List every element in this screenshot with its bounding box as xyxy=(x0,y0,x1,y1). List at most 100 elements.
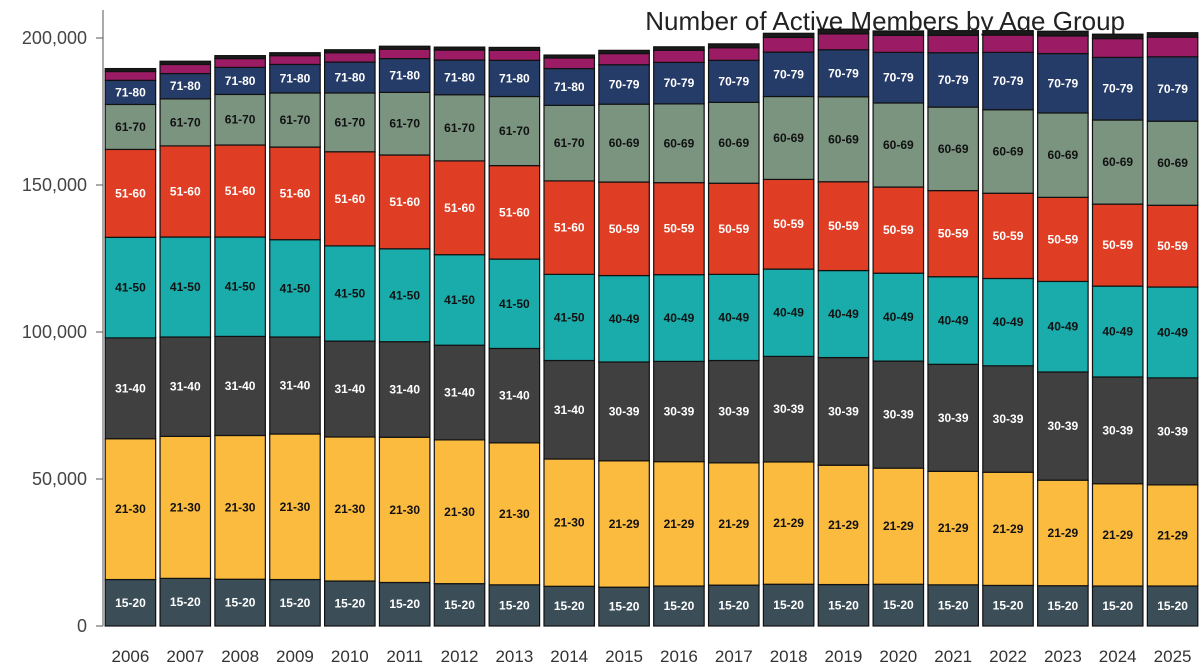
segment-label: 21-29 xyxy=(609,517,640,531)
bar-segment xyxy=(269,63,321,94)
bar-segment xyxy=(707,47,760,61)
segment-label: 60-69 xyxy=(609,136,640,150)
segment-label: 30-39 xyxy=(609,404,640,418)
bar-segment xyxy=(707,182,760,275)
bar-segment xyxy=(927,52,980,108)
bar-segment xyxy=(653,274,705,363)
bar-segment xyxy=(653,46,705,51)
x-tick-label: 2018 xyxy=(770,647,808,666)
bar-segment xyxy=(927,34,980,54)
bar-segment xyxy=(159,577,212,627)
segment-label: 15-20 xyxy=(828,598,859,612)
segment-label: 71-80 xyxy=(499,71,530,85)
segment-label: 21-29 xyxy=(664,517,695,531)
bar-segment xyxy=(1091,33,1144,40)
bar-segment xyxy=(762,583,815,627)
segment-label: 50-59 xyxy=(1157,239,1188,253)
x-tick-label: 2021 xyxy=(934,647,972,666)
bar-segment xyxy=(598,586,650,627)
segment-label: 60-69 xyxy=(1157,156,1188,170)
segment-label: 30-39 xyxy=(883,408,914,422)
bar-segment xyxy=(817,464,870,586)
segment-label: 30-39 xyxy=(773,402,804,416)
bar-segment xyxy=(982,471,1034,587)
segment-label: 15-20 xyxy=(718,599,749,613)
x-tick-label: 2013 xyxy=(495,647,533,666)
bar-segment xyxy=(104,70,157,81)
segment-label: 60-69 xyxy=(1102,155,1133,169)
bar-segment xyxy=(1091,285,1144,378)
bar-segment xyxy=(214,57,266,69)
segment-label: 15-20 xyxy=(664,599,695,613)
y-axis: 0 50,000 100,000 150,000 200,000 xyxy=(22,10,104,636)
bar-segment xyxy=(817,269,870,359)
segment-label: 41-50 xyxy=(554,310,585,324)
bar-segment xyxy=(214,236,266,338)
x-tick-label: 2007 xyxy=(166,647,204,666)
bar-segment xyxy=(543,57,596,70)
bar-segment xyxy=(214,55,266,60)
segment-label: 60-69 xyxy=(1048,148,1079,162)
bar-segment xyxy=(433,46,486,51)
bar-segment xyxy=(872,30,925,36)
bar-segment xyxy=(378,48,431,60)
bar-segment xyxy=(378,436,431,584)
segment-label: 71-80 xyxy=(280,72,311,86)
bar-segment xyxy=(1037,479,1089,587)
segment-label: 71-80 xyxy=(444,70,475,84)
segment-label: 21-30 xyxy=(334,502,365,516)
segment-label: 61-70 xyxy=(170,115,201,129)
bar-segment xyxy=(323,92,376,153)
segment-label: 50-59 xyxy=(773,217,804,231)
bar-segment xyxy=(982,30,1034,36)
segment-label: 31-40 xyxy=(170,380,201,394)
segment-label: 61-70 xyxy=(115,120,146,134)
segment-label: 30-39 xyxy=(718,405,749,419)
segment-label: 21-29 xyxy=(828,518,859,532)
segment-label: 15-20 xyxy=(280,596,311,610)
bar-segment xyxy=(762,95,815,181)
segment-label: 21-30 xyxy=(225,500,256,514)
segment-label: 50-59 xyxy=(609,222,640,236)
segment-label: 51-60 xyxy=(225,184,256,198)
x-tick-label: 2008 xyxy=(221,647,259,666)
segment-label: 51-60 xyxy=(334,192,365,206)
segment-label: 31-40 xyxy=(389,382,420,396)
bar-segment xyxy=(488,258,541,350)
segment-label: 60-69 xyxy=(883,138,914,152)
segment-label: 71-80 xyxy=(115,85,146,99)
bar-segment xyxy=(817,28,870,35)
segment-label: 21-29 xyxy=(938,521,969,535)
segment-label: 21-30 xyxy=(115,502,146,516)
bar-segment xyxy=(762,268,815,358)
bar-segment xyxy=(872,272,925,362)
segment-label: 30-39 xyxy=(1102,423,1133,437)
bar-segment xyxy=(762,178,815,270)
bar-segment xyxy=(433,160,486,256)
segment-label: 21-29 xyxy=(1157,528,1188,542)
bar-segment xyxy=(159,63,212,75)
segment-label: 30-39 xyxy=(828,404,859,418)
segment-label: 31-40 xyxy=(115,381,146,395)
segment-label: 40-49 xyxy=(828,307,859,321)
bar-segment xyxy=(269,146,321,241)
bar-segment xyxy=(433,254,486,346)
segment-label: 31-40 xyxy=(280,379,311,393)
bar-segment xyxy=(598,361,650,462)
bar-segment xyxy=(872,186,925,274)
x-tick-label: 2024 xyxy=(1099,647,1137,666)
bar-segment xyxy=(433,49,486,61)
segment-label: 70-79 xyxy=(828,66,859,80)
segment-label: 50-59 xyxy=(1048,232,1079,246)
bar-segment xyxy=(159,336,212,437)
segment-label: 31-40 xyxy=(499,389,530,403)
segment-label: 60-69 xyxy=(828,132,859,146)
bar-segment xyxy=(159,60,212,66)
bar-segment xyxy=(762,32,815,39)
bar-segment xyxy=(488,164,541,260)
segment-label: 21-29 xyxy=(993,522,1024,536)
segment-label: 70-79 xyxy=(1048,76,1079,90)
segment-label: 71-80 xyxy=(334,71,365,85)
bar-segment xyxy=(1146,120,1199,206)
bar-segment xyxy=(653,61,705,105)
